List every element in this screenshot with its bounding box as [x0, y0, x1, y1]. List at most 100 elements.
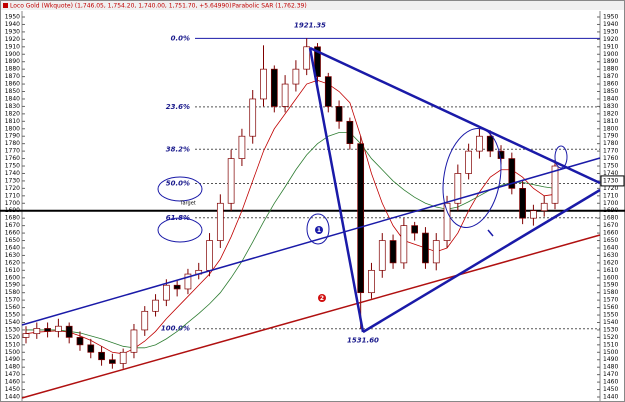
y-tick-label: 1570: [5, 297, 20, 304]
y-tick-label: 1900: [603, 51, 618, 58]
fib-label: 100.0%: [161, 325, 190, 333]
y-tick-label: 1920: [5, 36, 20, 43]
y-tick-label: 1480: [603, 364, 618, 371]
y-tick-label: 1530: [5, 326, 20, 333]
y-tick-label: 1860: [5, 81, 20, 88]
candle-body: [378, 240, 386, 271]
y-tick-label: 1940: [5, 21, 20, 28]
y-tick-label: 1610: [603, 267, 618, 274]
fib-label: 0.0%: [171, 34, 190, 42]
y-tick-label: 1660: [5, 230, 20, 237]
y-tick-label: 1460: [5, 379, 20, 386]
candle-body: [216, 202, 224, 241]
y-tick-label: 1930: [603, 28, 618, 35]
y-tick-label: 1650: [603, 237, 618, 244]
y-tick-label: 1850: [603, 88, 618, 95]
y-tick-label: 1720: [603, 185, 618, 192]
candle-body: [152, 299, 159, 312]
candle-body: [389, 240, 397, 264]
header-icon: [3, 3, 8, 8]
high-label: 1921.35: [294, 21, 326, 29]
y-tick-label: 1640: [603, 244, 618, 251]
candle-body: [227, 158, 235, 204]
candle-body: [87, 344, 95, 353]
y-tick-label: 1800: [5, 125, 20, 132]
trendline-channel: [21, 157, 601, 326]
candle-body: [22, 333, 30, 338]
candle-body: [540, 202, 548, 212]
y-tick-label: 1680: [603, 215, 618, 222]
y-tick-label: 1600: [5, 274, 20, 281]
y-tick-label: 1840: [5, 95, 20, 102]
y-tick-label: 1940: [603, 21, 618, 28]
y-tick-label: 1770: [5, 148, 20, 155]
candle-body: [173, 284, 181, 290]
candle-body: [130, 329, 138, 353]
candle-body: [400, 225, 408, 264]
y-tick-label: 1630: [603, 252, 618, 259]
candle-body: [508, 158, 516, 189]
y-tick-label: 1670: [5, 222, 20, 229]
candle-body: [260, 68, 267, 100]
marker-label: 1: [317, 227, 321, 234]
y-tick-label: 1460: [603, 379, 618, 386]
y-tick-label: 1450: [5, 386, 20, 393]
y-tick-label: 1830: [603, 103, 618, 110]
candle-body: [357, 143, 365, 294]
arrow: [487, 229, 494, 237]
y-tick-label: 1860: [603, 81, 618, 88]
y-tick-label: 1640: [5, 244, 20, 251]
y-tick-label: 1560: [5, 304, 20, 311]
y-tick-label: 1770: [603, 148, 618, 155]
y-tick-label: 1810: [603, 118, 618, 125]
y-tick-label: 1870: [5, 73, 20, 80]
y-tick-label: 1710: [5, 192, 20, 199]
y-tick-label: 1840: [603, 95, 618, 102]
candle-body: [206, 240, 213, 271]
candle-body: [519, 188, 526, 219]
y-tick-label: 1680: [5, 215, 20, 222]
candle-body: [422, 232, 429, 264]
y-tick-label: 1590: [603, 282, 618, 289]
y-tick-label: 1580: [603, 289, 618, 296]
y-tick-label: 1470: [603, 371, 618, 378]
trendline-red: [21, 234, 601, 399]
y-tick-label: 1730: [5, 177, 20, 184]
y-tick-label: 1540: [5, 319, 20, 326]
header-bar: [1, 1, 624, 10]
candle-body: [44, 328, 51, 332]
y-tick-label: 1820: [603, 110, 618, 117]
y-tick-label: 1570: [603, 297, 618, 304]
marker-label: 2: [320, 295, 324, 302]
low-label: 1531.60: [347, 337, 379, 345]
marker-circle: [315, 226, 323, 234]
y-tick-label: 1760: [603, 155, 618, 162]
candle-body: [238, 135, 246, 159]
candle-body: [346, 120, 354, 145]
candle-body: [335, 106, 343, 122]
candle-body: [184, 273, 192, 290]
y-tick-label: 1870: [603, 73, 618, 80]
y-tick-label: 1600: [603, 274, 618, 281]
y-tick-label: 1620: [603, 259, 618, 266]
candle-body: [551, 165, 559, 204]
moving-average: [26, 132, 556, 349]
y-tick-label: 1510: [5, 341, 20, 348]
y-tick-label: 1780: [5, 140, 20, 147]
y-tick-label: 1490: [603, 356, 618, 363]
y-tick-label: 1850: [5, 88, 20, 95]
candle-body: [476, 135, 483, 152]
y-tick-label: 1910: [5, 43, 20, 50]
y-tick-label: 1590: [5, 282, 20, 289]
candle-body: [109, 359, 116, 364]
candle-body: [324, 76, 332, 107]
target-text: Target: [179, 201, 196, 207]
y-tick-label: 1490: [5, 356, 20, 363]
y-tick-label: 1520: [5, 334, 20, 341]
candle-body: [411, 225, 419, 234]
y-tick-label: 1630: [5, 252, 20, 259]
y-tick-label: 1740: [603, 170, 618, 177]
y-tick-label: 1660: [603, 230, 618, 237]
y-tick-label: 1920: [603, 36, 618, 43]
